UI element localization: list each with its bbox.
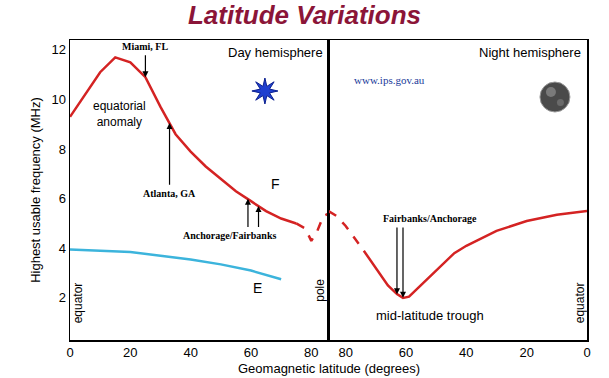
svg-text:0: 0 <box>583 345 590 360</box>
svg-text:Fairbanks/Anchorage: Fairbanks/Anchorage <box>383 213 477 224</box>
svg-text:Night hemisphere: Night hemisphere <box>479 45 581 60</box>
svg-text:equator: equator <box>573 283 587 324</box>
svg-text:10: 10 <box>51 92 65 107</box>
svg-text:2: 2 <box>59 290 66 305</box>
svg-text:6: 6 <box>59 191 66 206</box>
svg-text:E: E <box>253 280 262 296</box>
svg-text:F: F <box>271 176 280 192</box>
svg-text:Anchorage/Fairbanks: Anchorage/Fairbanks <box>183 230 276 241</box>
svg-text:40: 40 <box>459 345 473 360</box>
svg-text:mid-latitude trough: mid-latitude trough <box>376 308 484 323</box>
svg-text:www.ips.gov.au: www.ips.gov.au <box>354 74 425 86</box>
svg-text:12: 12 <box>51 42 65 57</box>
svg-text:Atlanta, GA: Atlanta, GA <box>143 188 196 199</box>
svg-text:60: 60 <box>244 345 258 360</box>
svg-text:Miami, FL: Miami, FL <box>122 41 168 52</box>
svg-text:0: 0 <box>66 345 73 360</box>
svg-text:Day hemisphere: Day hemisphere <box>228 45 323 60</box>
svg-text:pole: pole <box>313 279 327 302</box>
svg-text:Latitude Variations: Latitude Variations <box>188 0 421 30</box>
svg-text:equatorialanomaly: equatorialanomaly <box>93 99 146 129</box>
svg-text:20: 20 <box>123 345 137 360</box>
svg-text:80: 80 <box>304 345 318 360</box>
svg-text:8: 8 <box>59 142 66 157</box>
svg-text:20: 20 <box>519 345 533 360</box>
svg-text:60: 60 <box>399 345 413 360</box>
svg-text:4: 4 <box>59 241 66 256</box>
svg-text:80: 80 <box>338 345 352 360</box>
svg-text:Geomagnetic latitude (degrees): Geomagnetic latitude (degrees) <box>238 361 420 376</box>
svg-text:equator: equator <box>71 283 85 324</box>
svg-text:40: 40 <box>183 345 197 360</box>
svg-text:Highest usable frequency (MHz): Highest usable frequency (MHz) <box>28 97 43 283</box>
